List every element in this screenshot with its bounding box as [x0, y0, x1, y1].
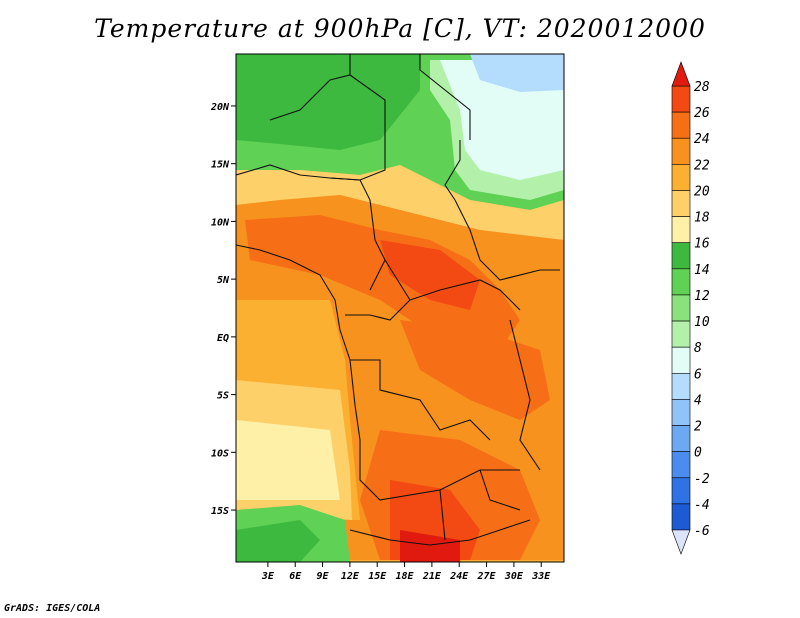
colorbar-label: 14 — [694, 263, 710, 278]
border-drc-angola — [350, 359, 491, 441]
border-namibia-botswana — [349, 519, 531, 546]
grads-credit: GrADS: IGES/COLA — [4, 603, 101, 614]
lon-tick-label: 18E — [396, 571, 415, 582]
field-yellow-band — [236, 165, 564, 240]
latitude-axis: 20N 15N 10N 5N EQ 5S 10S 15S — [210, 102, 236, 517]
colorbar-segment — [671, 320, 691, 348]
lat-tick-label: 15N — [211, 160, 230, 171]
coast-gulf-guinea — [236, 244, 336, 301]
colorbar-segment — [671, 451, 691, 479]
lon-tick-label: 6E — [289, 571, 302, 582]
colorbar-segment — [671, 294, 691, 322]
colorbar-segment — [671, 216, 691, 244]
lat-tick-label: 10N — [211, 217, 230, 228]
border-algeria-libya — [349, 54, 471, 140]
colorbar-label: 22 — [694, 158, 710, 173]
colorbar-segment — [671, 85, 691, 113]
field-sahara-blue — [470, 54, 564, 92]
border-car-sudan — [454, 199, 560, 281]
lon-tick-label: 9E — [317, 571, 330, 582]
colorbar-segment — [671, 503, 691, 531]
lat-tick-label: EQ — [217, 333, 229, 344]
colorbar-label: 24 — [694, 132, 710, 147]
colorbar-label: 2 — [694, 420, 702, 435]
field-east-hot — [400, 320, 550, 420]
colorbar-label: 16 — [694, 237, 710, 252]
colorbar-label: -2 — [694, 472, 710, 487]
lon-tick-label: 27E — [477, 571, 497, 582]
colorbar-label: 18 — [694, 211, 710, 226]
colorbar-segment — [671, 111, 691, 139]
field-sahel-darkgreen — [236, 54, 420, 150]
field-central-hot — [245, 215, 520, 350]
colorbar-segment — [671, 477, 691, 505]
border-chad — [444, 140, 461, 201]
lat-tick-label: 15S — [211, 506, 229, 517]
colorbar-top-arrow — [671, 61, 691, 87]
lon-tick-label: 3E — [261, 571, 275, 582]
colorbar-label: 28 — [694, 80, 710, 95]
field-atlantic-pale — [236, 420, 340, 500]
colorbar-segment — [671, 137, 691, 165]
lon-tick-label: 15E — [368, 571, 387, 582]
colorbar-segment — [671, 425, 691, 452]
lat-tick-label: 10S — [211, 448, 229, 459]
colorbar-segment — [671, 346, 691, 374]
border-nigeria — [236, 164, 386, 291]
temperature-field — [236, 54, 564, 562]
map-frame — [235, 53, 565, 563]
coast-west-central — [334, 299, 356, 406]
lon-tick-label: 12E — [341, 571, 360, 582]
border-zimbabwe — [439, 469, 521, 541]
lon-tick-label: 24E — [449, 571, 469, 582]
lat-tick-label: 20N — [210, 102, 230, 113]
field-central-hottest — [380, 240, 480, 310]
colorbar-segment — [671, 164, 691, 191]
colorbar-label: 8 — [694, 341, 702, 356]
lat-tick-label: 5S — [217, 391, 229, 402]
lat-tick-label: 5N — [217, 275, 230, 286]
colorbar-label: 12 — [694, 289, 710, 304]
longitude-axis: 3E 6E 9E 12E 15E 18E 21E 24E 27E 30E 33E — [261, 562, 551, 582]
lon-tick-label: 33E — [531, 571, 551, 582]
border-gabon — [345, 299, 411, 321]
colorbar-segment — [671, 268, 691, 296]
lon-tick-label: 21E — [422, 571, 442, 582]
field-namibia-darkgreen — [236, 520, 320, 562]
border-car — [384, 259, 521, 311]
colorbar-label: 0 — [694, 446, 702, 461]
colorbar-label: 20 — [694, 184, 710, 199]
map-title: Temperature at 900hPa [C], VT: 202001200… — [94, 14, 706, 43]
border-niger — [269, 74, 386, 181]
colorbar-segment — [671, 190, 691, 217]
colorbar-label: 6 — [694, 367, 702, 382]
colorbar-label: 26 — [694, 106, 710, 121]
colorbar-label: -6 — [694, 524, 710, 539]
colorbar-segment — [671, 372, 691, 400]
colorbar-label: 10 — [694, 315, 710, 330]
colorbar-label: 4 — [694, 393, 702, 408]
colorbar-label: -4 — [694, 498, 710, 513]
lon-tick-label: 30E — [504, 571, 524, 582]
country-borders — [236, 54, 560, 546]
colorbar-bottom-arrow — [671, 529, 691, 555]
colorbar-segment — [671, 242, 691, 270]
border-lakes — [509, 319, 541, 471]
colorbar-segment — [671, 399, 691, 426]
